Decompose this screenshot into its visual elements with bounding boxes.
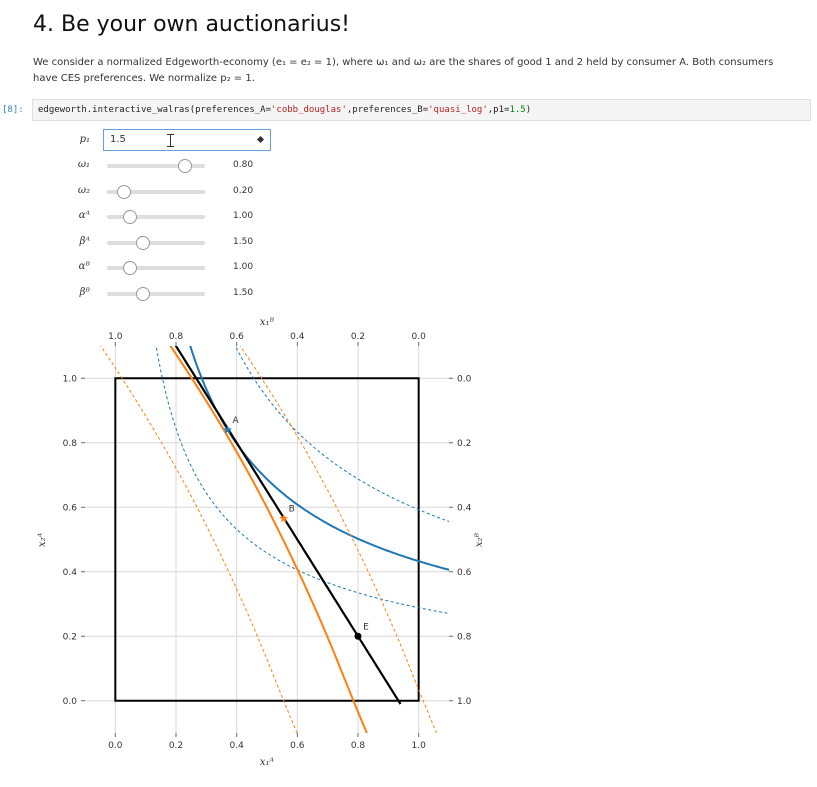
slider-handle-omega1[interactable] (178, 159, 193, 173)
indifference-curve-a (234, 346, 449, 522)
code-arg-preferences-b: 'quasi_log' (428, 105, 488, 115)
x-top-tick-label: 0.2 (351, 332, 365, 342)
slider-label-omega2: ω₂ (77, 184, 90, 196)
cell-prompt: [8]: (2, 105, 24, 115)
slider-handle-alpha-a[interactable] (122, 210, 137, 224)
code-text[interactable]: edgeworth.interactive_walras(preferences… (38, 105, 531, 115)
p1-input-value: 1.5 (110, 134, 126, 145)
slider-label-beta-b: βᴮ (79, 286, 90, 298)
slider-alpha-b[interactable] (107, 261, 205, 275)
y-right-axis-label: x₂ᴮ (474, 532, 485, 547)
description-paragraph: We consider a normalized Edgeworth-econo… (33, 57, 774, 84)
section-heading: 4. Be your own auctionarius! (33, 12, 350, 37)
point-label-e: E (363, 622, 369, 632)
x-top-tick-label: 1.0 (108, 332, 123, 342)
y-left-axis-label: x₂ᴬ (37, 532, 48, 547)
slider-omega1[interactable] (107, 159, 205, 173)
x-bottom-tick-label: 0.4 (230, 741, 245, 751)
slider-value-omega2: 0.20 (233, 185, 254, 196)
x-bottom-tick-label: 0.8 (351, 741, 366, 751)
y-left-tick-label: 0.4 (63, 568, 78, 578)
y-left-tick-label: 0.0 (63, 697, 78, 707)
optimum-point-b (279, 514, 288, 523)
indifference-curve-b (239, 346, 438, 733)
slider-label-omega1: ω₁ (77, 159, 90, 170)
slider-handle-beta-a[interactable] (136, 235, 151, 250)
x-bottom-tick-label: 0.0 (108, 741, 123, 751)
code-call: edgeworth.interactive_walras(preferences… (38, 105, 271, 115)
slider-value-alpha-a: 1.00 (233, 211, 254, 221)
x-bottom-axis-label: x₁ᴬ (260, 757, 275, 768)
code-arg-p1: 1.5 (509, 105, 526, 115)
p1-label: p₁ (79, 134, 90, 145)
x-top-axis-label: x₁ᴮ (260, 317, 275, 328)
slider-value-alpha-b: 1.00 (233, 262, 254, 272)
indifference-curve-a (155, 346, 449, 614)
slider-value-beta-a: 1.50 (233, 236, 254, 247)
slider-beta-b[interactable] (107, 286, 205, 301)
indifference-curve-b (169, 346, 368, 733)
slider-handle-omega2[interactable] (116, 184, 131, 199)
p1-input[interactable]: 1.5 (103, 129, 271, 151)
y-right-tick-label: 0.6 (457, 568, 472, 578)
optimum-point-a (223, 425, 232, 434)
slider-alpha-a[interactable] (107, 210, 205, 224)
x-bottom-tick-label: 1.0 (412, 741, 427, 751)
y-left-tick-label: 0.6 (63, 503, 78, 513)
y-right-tick-label: 0.8 (457, 632, 472, 642)
point-label-a: A (232, 416, 239, 426)
slider-omega2[interactable] (107, 184, 205, 199)
code-close: ) (525, 105, 532, 115)
x-bottom-tick-label: 0.2 (169, 741, 183, 751)
code-arg-preferences-a: 'cobb_douglas' (271, 105, 347, 115)
x-top-tick-label: 0.6 (230, 332, 245, 342)
indifference-curve-b (100, 346, 298, 733)
slider-handle-alpha-b[interactable] (122, 261, 137, 275)
x-top-tick-label: 0.4 (290, 332, 305, 342)
code-sep-1: ,preferences_B= (346, 105, 429, 115)
endowment-point (354, 632, 362, 640)
text-cursor-icon (167, 134, 174, 147)
slider-label-alpha-a: αᴬ (78, 210, 90, 221)
x-top-tick-label: 0.0 (412, 332, 427, 342)
y-left-tick-label: 0.2 (63, 632, 77, 642)
slider-beta-a[interactable] (107, 235, 205, 250)
edgeworth-box (114, 377, 420, 702)
x-top-tick-label: 0.8 (169, 332, 184, 342)
indifference-curve-a (189, 346, 449, 571)
code-sep-2: ,p1= (487, 105, 510, 115)
y-right-tick-label: 0.4 (457, 503, 472, 513)
y-right-tick-label: 0.2 (457, 439, 471, 449)
slider-handle-beta-b[interactable] (136, 286, 151, 301)
y-right-tick-label: 1.0 (457, 697, 472, 707)
y-left-tick-label: 0.8 (63, 439, 78, 449)
x-bottom-tick-label: 0.6 (290, 741, 305, 751)
y-left-tick-label: 1.0 (63, 374, 78, 384)
slider-value-beta-b: 1.50 (233, 287, 254, 298)
y-right-tick-label: 0.0 (457, 374, 472, 384)
slider-value-omega1: 0.80 (233, 160, 254, 170)
point-label-b: B (289, 505, 295, 515)
budget-line (174, 346, 402, 705)
slider-label-beta-a: βᴬ (79, 235, 90, 247)
slider-label-alpha-b: αᴮ (78, 261, 90, 272)
code-cell[interactable] (32, 99, 811, 121)
